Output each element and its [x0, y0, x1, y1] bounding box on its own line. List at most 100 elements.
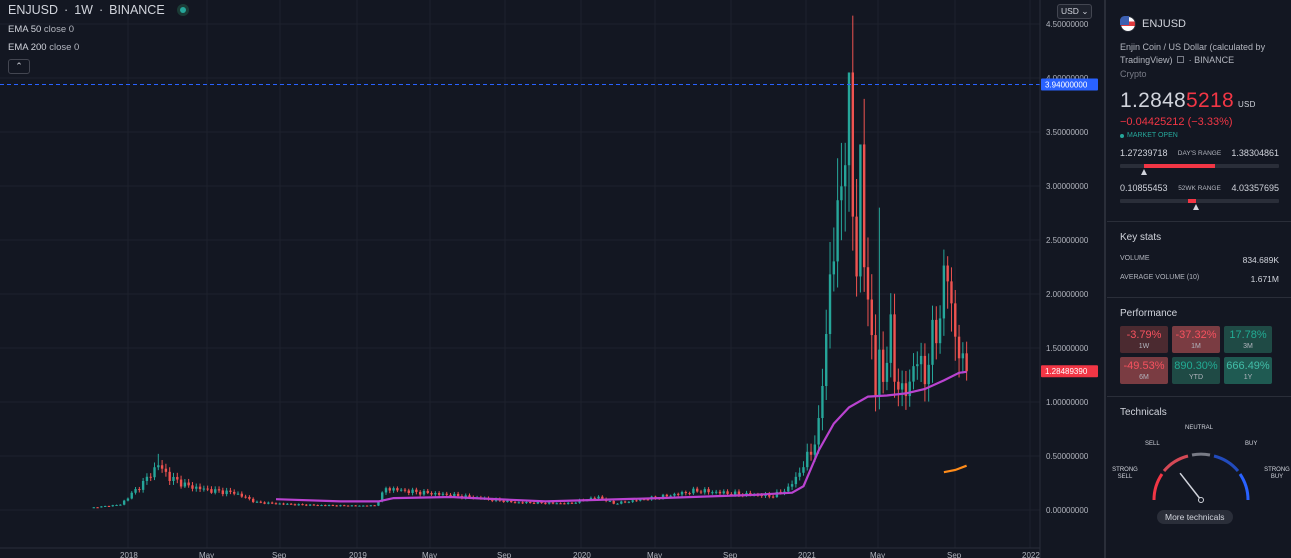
collapse-legend-button[interactable]: ⌃: [8, 59, 30, 74]
candle-body: [544, 503, 547, 505]
candle-body: [176, 476, 179, 480]
chart-area[interactable]: 4.500000004.000000003.500000003.00000000…: [0, 0, 1104, 558]
candle-body: [961, 353, 965, 359]
candle-body: [362, 505, 365, 507]
price-tick-label: 0.50000000: [1046, 452, 1089, 461]
days-range: 1.27239718 DAY'S RANGE 1.38304861: [1120, 148, 1279, 158]
gauge-buy-label: BUY: [1245, 441, 1258, 447]
candle-body: [635, 500, 638, 502]
legend-interval: 1W: [74, 3, 93, 17]
symbol-category: Crypto: [1120, 69, 1147, 79]
52wk-range-fill: [1188, 199, 1197, 203]
candle-body: [210, 489, 213, 493]
52wk-range-marker-icon: [1193, 204, 1200, 210]
panel-divider[interactable]: [1104, 0, 1106, 558]
candle-body: [289, 503, 293, 505]
external-link-icon[interactable]: [1177, 55, 1185, 63]
candle-body: [646, 499, 650, 501]
candle-body: [502, 500, 505, 503]
technicals-gauge[interactable]: NEUTRAL SELL BUY STRONG SELL STRONG BUY …: [1107, 418, 1291, 528]
candle-body: [191, 485, 194, 489]
candle-body: [411, 489, 414, 494]
candle-body: [566, 502, 570, 504]
performance-cell-1m[interactable]: -37.32% 1M: [1172, 326, 1220, 353]
performance-title: Performance: [1120, 308, 1178, 319]
candle-body: [369, 505, 373, 507]
candle-body: [422, 490, 426, 495]
time-tick-label: 2018: [120, 551, 138, 558]
candle-body: [570, 502, 574, 504]
candle-body: [248, 497, 251, 499]
ema200-line: [943, 464, 967, 474]
panel-symbol: ENJUSD: [1142, 18, 1187, 30]
candle-body: [855, 216, 858, 277]
legend-title[interactable]: ENJUSD · 1W · BINANCE: [8, 3, 189, 17]
days-range-marker-icon: [1140, 169, 1147, 175]
candle-body: [396, 488, 399, 491]
candle-body: [274, 503, 278, 505]
candle-body: [612, 500, 615, 504]
last-price: 1.2848 5218 USD: [1120, 89, 1256, 112]
candle-body: [547, 502, 551, 504]
gauge-svg: [1152, 452, 1250, 503]
time-tick-label: May: [422, 551, 437, 558]
symbol-description: Enjin Coin / US Dollar (calculated by Tr…: [1120, 42, 1266, 65]
candle-body: [145, 476, 149, 481]
us-flag-icon: [1120, 16, 1136, 32]
candle-body: [206, 488, 209, 490]
candle-body: [198, 486, 202, 490]
ema50-legend[interactable]: EMA 50 close 0: [8, 24, 75, 35]
candle-body: [506, 500, 509, 503]
candle-body: [160, 465, 164, 469]
performance-cell-3m[interactable]: 17.78% 3M: [1224, 326, 1272, 353]
candle-body: [111, 505, 114, 507]
candle-body: [122, 500, 126, 505]
candle-body: [100, 506, 103, 508]
market-status-dot-icon: [176, 4, 189, 16]
candle-body: [293, 504, 297, 506]
currency-selector[interactable]: USD ⌄: [1057, 4, 1093, 19]
candle-body: [255, 501, 259, 503]
price-tick-label: 3.50000000: [1046, 128, 1089, 137]
candle-body: [384, 488, 388, 493]
candle-body: [172, 476, 175, 481]
performance-cell-ytd[interactable]: 890.30% YTD: [1172, 357, 1220, 384]
candle-body: [301, 504, 304, 506]
candle-body: [168, 471, 171, 481]
candle-body: [642, 499, 646, 501]
more-technicals-button[interactable]: More technicals: [1157, 510, 1233, 524]
candle-body: [821, 385, 824, 419]
candle-body: [331, 505, 335, 507]
candle-body: [870, 299, 873, 336]
candle-body: [130, 492, 133, 499]
ema200-legend[interactable]: EMA 200 close 0: [8, 42, 80, 53]
candle-body: [282, 503, 285, 505]
candle-body: [942, 265, 946, 319]
candle-body: [403, 489, 407, 491]
candle-body: [813, 444, 817, 455]
market-status: MARKET OPEN: [1120, 132, 1279, 139]
performance-cell-6m[interactable]: -49.53% 6M: [1120, 357, 1168, 384]
days-range-bar: [1120, 164, 1279, 175]
candle-body: [844, 165, 847, 187]
candle-body: [601, 496, 604, 499]
candle-body: [426, 490, 429, 494]
price-tick-label: 1.00000000: [1046, 398, 1089, 407]
gauge-needle: [1179, 472, 1202, 501]
candle-body: [714, 491, 718, 493]
exchange-link[interactable]: BINANCE: [1194, 54, 1235, 65]
time-tick-label: Sep: [497, 551, 512, 558]
candle-body: [312, 504, 316, 506]
candle-body: [365, 505, 369, 507]
price-tick-label: 1.50000000: [1046, 344, 1089, 353]
symbol-header[interactable]: ENJUSD: [1120, 16, 1279, 32]
candle-body: [153, 467, 156, 478]
candle-body: [904, 383, 908, 397]
candle-body: [119, 504, 122, 506]
candle-body: [696, 488, 699, 492]
candle-body: [847, 72, 851, 166]
price-chart[interactable]: 4.500000004.000000003.500000003.00000000…: [0, 0, 1104, 558]
performance-cell-1y[interactable]: 666.49% 1Y: [1224, 357, 1272, 384]
candle-body: [399, 489, 403, 491]
performance-cell-1w[interactable]: -3.79% 1W: [1120, 326, 1168, 353]
